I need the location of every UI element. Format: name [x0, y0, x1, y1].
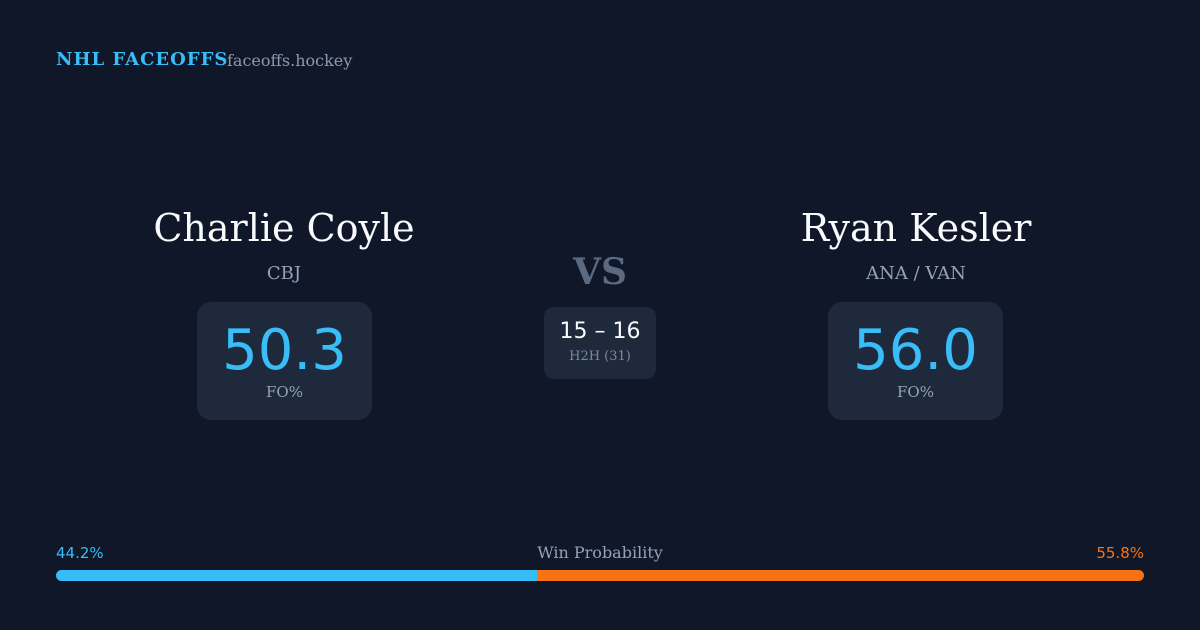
- site: faceoffs.hockey: [227, 51, 353, 70]
- brand: NHL FACEOFFS: [56, 49, 229, 70]
- fo-value: 50.3: [222, 318, 347, 383]
- h2h-score: 15 – 16: [559, 319, 641, 344]
- player-team: CBJ: [266, 263, 302, 284]
- player-team: ANA / VAN: [866, 263, 966, 284]
- player-name: Charlie Coyle: [153, 206, 415, 250]
- h2h-box: 15 – 16 H2H (31): [544, 307, 656, 379]
- win-prob-bar: [56, 570, 1144, 581]
- win-prob-left: 44.2%: [56, 544, 104, 562]
- fo-box: 56.0 FO%: [828, 302, 1003, 420]
- win-prob-title: Win Probability: [537, 543, 663, 562]
- win-prob-segment: [536, 570, 1144, 581]
- h2h-label: H2H (31): [569, 349, 631, 364]
- win-prob-segment: [56, 570, 537, 581]
- fo-label: FO%: [897, 383, 934, 401]
- fo-label: FO%: [266, 383, 303, 401]
- fo-box: 50.3 FO%: [197, 302, 372, 420]
- versus: VS: [573, 251, 627, 293]
- player-name: Ryan Kesler: [800, 206, 1032, 250]
- win-prob-right: 55.8%: [1096, 544, 1144, 562]
- fo-value: 56.0: [853, 318, 978, 383]
